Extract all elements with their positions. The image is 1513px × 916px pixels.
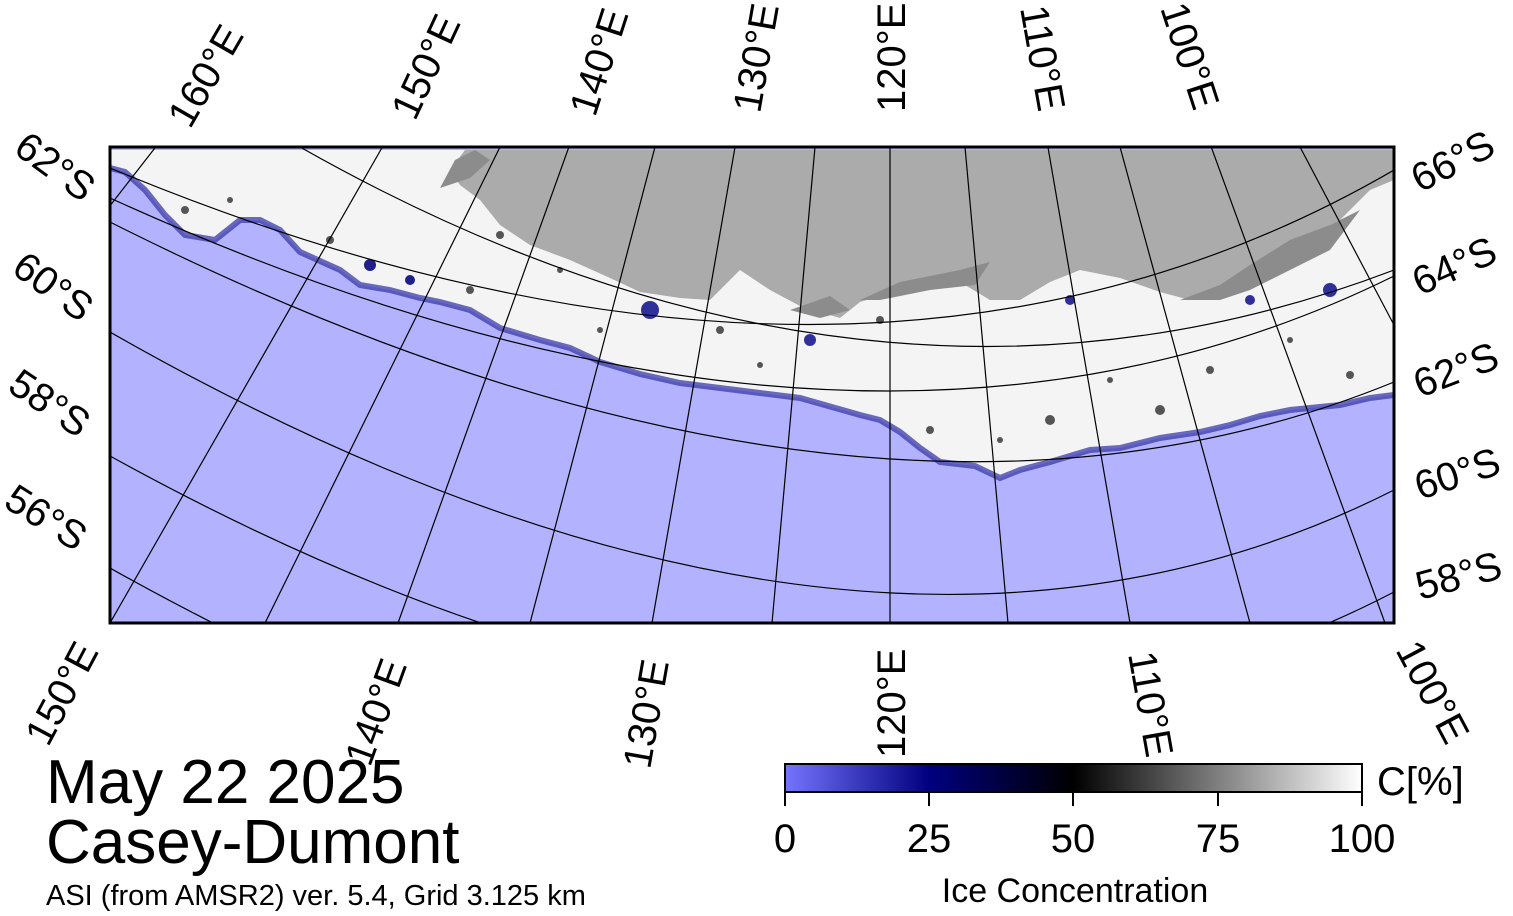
lat-label-left: 60°S bbox=[5, 244, 101, 331]
colorbar-title: Ice Concentration bbox=[942, 872, 1209, 910]
colorbar-tick-label: 0 bbox=[774, 817, 796, 861]
colorbar: 0 25 50 75 100 C[%] Ice Concentration bbox=[774, 760, 1464, 910]
lat-label-right: 60°S bbox=[1409, 440, 1506, 509]
map-frame bbox=[108, 145, 1396, 625]
graticule-longitude-lines bbox=[110, 147, 1394, 623]
colorbar-tick-label: 25 bbox=[907, 817, 952, 861]
map-area bbox=[110, 147, 1394, 623]
lon-label-bottom: 130°E bbox=[616, 656, 678, 771]
lon-label-top: 120°E bbox=[870, 3, 914, 112]
lat-label-left: 62°S bbox=[7, 124, 103, 211]
lat-label-right: 64°S bbox=[1406, 229, 1504, 305]
colorbar-bar bbox=[784, 763, 1363, 793]
lat-label-right: 58°S bbox=[1411, 544, 1507, 609]
source-note: ASI (from AMSR2) ver. 5.4, Grid 3.125 km bbox=[46, 880, 586, 912]
lat-label-right: 62°S bbox=[1407, 334, 1504, 406]
lon-label-top: 100°E bbox=[1151, 0, 1227, 115]
colorbar-unit: C[%] bbox=[1377, 760, 1464, 804]
lon-label-top: 130°E bbox=[726, 0, 788, 115]
colorbar-tick-label: 75 bbox=[1196, 817, 1241, 861]
antarctica-land bbox=[450, 150, 1394, 318]
lon-label-top: 140°E bbox=[562, 3, 638, 121]
right-latitude-labels: 66°S 64°S 62°S 60°S 58°S bbox=[1404, 122, 1506, 608]
lon-label-top: 160°E bbox=[160, 18, 253, 135]
top-longitude-labels: 160°E 150°E 140°E 130°E 120°E 110°E 100°… bbox=[160, 0, 1227, 135]
lon-label-bottom: 100°E bbox=[1387, 634, 1477, 751]
ice-edge-band bbox=[110, 165, 1394, 482]
lat-label-right: 66°S bbox=[1404, 122, 1502, 201]
colorbar-tick-label: 100 bbox=[1329, 817, 1396, 861]
lon-label-top: 110°E bbox=[1011, 2, 1073, 114]
left-latitude-labels: 62°S 60°S 58°S 56°S bbox=[0, 124, 103, 560]
ice-shelves bbox=[440, 150, 1360, 318]
lat-label-left: 56°S bbox=[0, 476, 94, 560]
region-title: Casey-Dumont bbox=[46, 808, 460, 877]
lon-label-bottom: 120°E bbox=[870, 649, 914, 758]
colorbar-ticks bbox=[784, 792, 1363, 806]
lon-label-bottom: 150°E bbox=[17, 635, 107, 752]
lon-label-top: 150°E bbox=[383, 8, 469, 126]
lon-label-bottom: 110°E bbox=[1119, 648, 1181, 760]
colorbar-tick-label: 50 bbox=[1051, 817, 1096, 861]
lat-label-left: 58°S bbox=[1, 361, 98, 446]
graticule-latitude-lines bbox=[110, 147, 1394, 623]
date-title: May 22 2025 bbox=[46, 748, 405, 817]
